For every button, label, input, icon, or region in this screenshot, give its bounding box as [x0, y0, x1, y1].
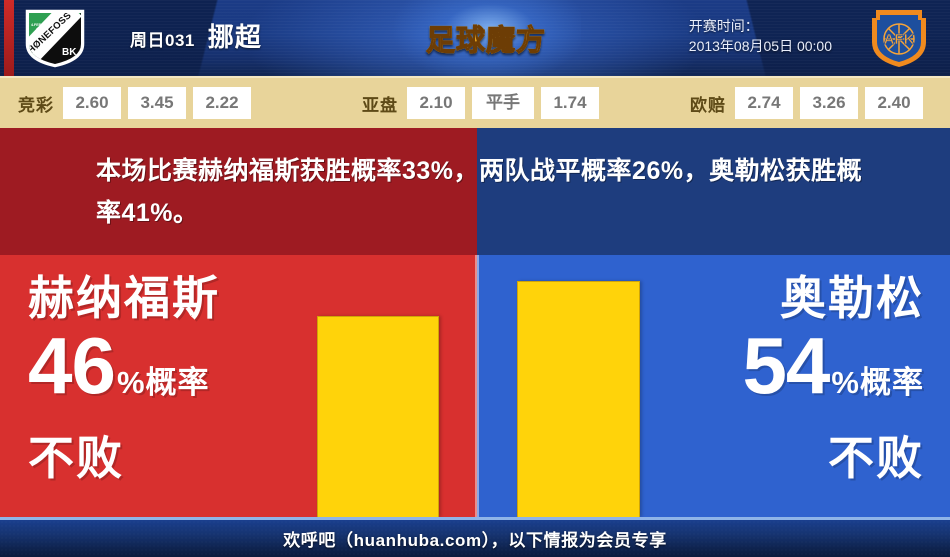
- panel-divider: [475, 255, 479, 517]
- odds-group-oupei: 欧赔 2.74 3.26 2.40: [690, 87, 923, 119]
- header-bar: 4.FEBRUAR 1895 HØNEFOSS BK 周日031 挪超 足球魔方…: [0, 0, 950, 76]
- summary-right-half: [477, 128, 950, 255]
- home-probability-row: 46 %概率: [28, 325, 220, 424]
- svg-text:BK: BK: [62, 47, 77, 58]
- odds-value-oupei-draw[interactable]: 3.26: [800, 87, 858, 119]
- footer-text: 欢呼吧（huanhuba.com），以下情报为会员专享: [283, 531, 667, 550]
- home-team-name: 赫纳福斯: [28, 272, 220, 324]
- away-result-label: 不败: [828, 432, 924, 484]
- match-league-label: 挪超: [207, 22, 262, 52]
- match-label: 周日031 挪超: [130, 17, 262, 54]
- away-team-name: 奥勒松: [780, 272, 924, 324]
- odds-group-yapan: 亚盘 2.10 平手 1.74: [362, 87, 599, 119]
- odds-value-jingcai-draw[interactable]: 3.45: [128, 87, 186, 119]
- brand-logo-text: 足球魔方: [425, 17, 546, 59]
- red-accent-bar: [4, 0, 14, 76]
- odds-label-jingcai: 竞彩: [18, 95, 54, 115]
- away-probability-suffix: %概率: [831, 365, 924, 400]
- home-team-stats: 赫纳福斯 46 %概率 不败: [28, 269, 220, 488]
- summary-left-half: [0, 128, 477, 255]
- summary-text: 本场比赛赫纳福斯获胜概率33%，两队战平概率26%，奥勒松获胜概率41%。: [96, 157, 863, 227]
- kickoff-time: 开赛时间： 2013年08月05日 00:00: [689, 16, 832, 56]
- match-round-label: 周日031: [130, 31, 195, 50]
- odds-value-yapan-away[interactable]: 1.74: [541, 87, 599, 119]
- home-result-label: 不败: [28, 432, 124, 484]
- odds-value-oupei-away[interactable]: 2.40: [865, 87, 923, 119]
- odds-group-jingcai: 竞彩 2.60 3.45 2.22: [18, 87, 251, 119]
- away-probability-row: 54 %概率: [742, 325, 924, 424]
- away-team-badge-icon: AFK: [868, 6, 930, 70]
- kickoff-value: 2013年08月05日 00:00: [688, 38, 832, 54]
- home-team-badge-icon: 4.FEBRUAR 1895 HØNEFOSS BK: [24, 8, 86, 68]
- odds-bar: 竞彩 2.60 3.45 2.22 亚盘 2.10 平手 1.74 欧赔 2.7…: [0, 76, 950, 128]
- brand-logo: 足球魔方: [396, 0, 576, 76]
- chart-bar-home: [317, 316, 439, 517]
- odds-value-yapan-home[interactable]: 2.10: [407, 87, 465, 119]
- svg-text:AFK: AFK: [884, 31, 915, 48]
- svg-text:1895: 1895: [36, 27, 51, 34]
- odds-value-jingcai-away[interactable]: 2.22: [193, 87, 251, 119]
- odds-value-jingcai-home[interactable]: 2.60: [63, 87, 121, 119]
- odds-value-oupei-home[interactable]: 2.74: [735, 87, 793, 119]
- away-team-stats: 奥勒松 54 %概率 不败: [742, 269, 924, 488]
- odds-value-yapan-handicap[interactable]: 平手: [472, 87, 534, 119]
- home-probability-number: 46: [28, 321, 116, 410]
- probability-chart: 赫纳福斯 46 %概率 不败 奥勒松 54 %概率 不败: [0, 255, 950, 517]
- away-probability-number: 54: [742, 321, 830, 410]
- odds-label-oupei: 欧赔: [690, 95, 726, 115]
- odds-label-yapan: 亚盘: [362, 95, 398, 115]
- home-probability-suffix: %概率: [116, 365, 210, 400]
- kickoff-label: 开赛时间：: [688, 18, 759, 34]
- svg-text:4.FEBRUAR: 4.FEBRUAR: [31, 23, 52, 27]
- summary-band: 本场比赛赫纳福斯获胜概率33%，两队战平概率26%，奥勒松获胜概率41%。: [0, 128, 950, 255]
- chart-bar-away: [517, 281, 640, 517]
- footer-bar: 欢呼吧（huanhuba.com），以下情报为会员专享: [0, 517, 950, 557]
